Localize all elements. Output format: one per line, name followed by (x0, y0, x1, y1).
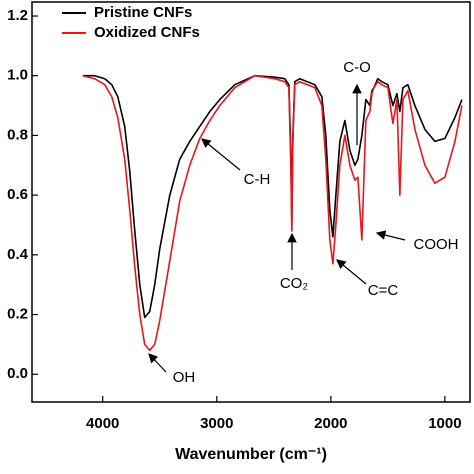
x-axis-label: Wavenumber (cm⁻¹) (175, 446, 327, 463)
annotation: C-O (343, 59, 371, 76)
annotation-arrows (148, 83, 406, 373)
annotation: C=C (368, 282, 399, 299)
series-line (82, 74, 463, 319)
annotation: COOH (414, 236, 459, 253)
annotation: C-H (244, 171, 271, 188)
x-tick-label: 4000 (86, 415, 119, 432)
legend-label: Pristine CNFs (94, 4, 192, 21)
y-tick-label: 0.8 (7, 126, 28, 143)
x-tick-label: 3000 (200, 415, 233, 432)
annotation: CO₂ (280, 275, 309, 292)
plot-frame (31, 1, 471, 403)
y-tick-label: 1.0 (7, 67, 28, 84)
annotation: OH (173, 369, 196, 386)
legend-label: Oxidized CNFs (94, 24, 200, 41)
series-line (82, 74, 463, 352)
y-tick-label: 0.4 (7, 246, 29, 263)
x-tick-label: 2000 (314, 415, 347, 432)
y-tick-label: 0.2 (7, 306, 28, 323)
y-tick-label: 0.0 (7, 365, 28, 382)
x-tick-label: 1000 (428, 415, 461, 432)
y-tick-label: 0.6 (7, 186, 28, 203)
y-tick-label: 1.2 (7, 7, 28, 24)
